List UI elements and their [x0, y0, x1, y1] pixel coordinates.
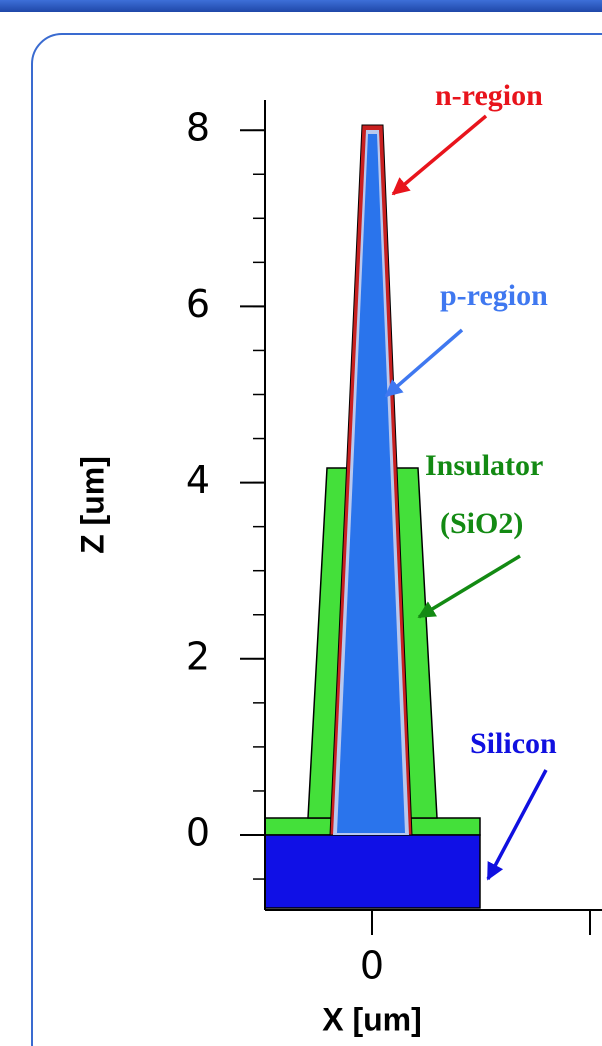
- x-tick-label: 0: [360, 944, 384, 988]
- silicon-label: Silicon: [470, 727, 557, 760]
- y-axis-label: Z [um]: [74, 456, 110, 554]
- top-bar: [0, 0, 602, 12]
- insulator-material-label: (SiO2): [440, 507, 523, 540]
- n-region-label: n-region: [435, 79, 543, 112]
- y-tick-label: 2: [186, 634, 210, 678]
- figure: 0 2 4 6 8 0 Z [um] X [um] n-region p-region I…: [0, 0, 602, 1046]
- insulator-label: Insulator: [425, 449, 543, 482]
- y-tick-label: 0: [186, 811, 210, 855]
- page: {"axes": {"y_label": "Z [um]", "x_label"…: [0, 0, 602, 1046]
- y-tick-label: 6: [186, 282, 210, 326]
- x-axis-label: X [um]: [322, 1001, 422, 1037]
- p-region-label: p-region: [440, 279, 548, 312]
- y-tick-label: 4: [186, 458, 210, 502]
- y-tick-label: 8: [186, 106, 210, 150]
- silicon: [265, 835, 480, 908]
